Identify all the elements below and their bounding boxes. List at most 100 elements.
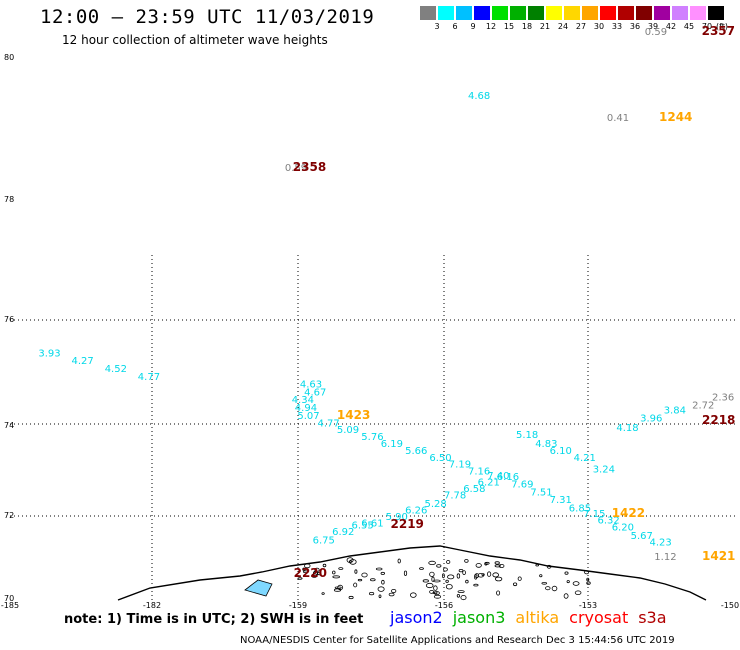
wave-height-value: 4.83 bbox=[535, 439, 557, 450]
legend-swatch bbox=[546, 6, 562, 20]
lake-outline bbox=[572, 581, 580, 586]
satellite-cryosat: cryosat bbox=[569, 608, 629, 627]
low-wave-height-value: 1.12 bbox=[654, 552, 676, 563]
wave-height-value: 4.63 bbox=[300, 380, 322, 391]
lake-outline bbox=[546, 564, 552, 569]
wave-height-value: 4.94 bbox=[295, 403, 317, 414]
pass-time-label: 2219 bbox=[391, 517, 424, 531]
longitude-label: -156 bbox=[435, 601, 453, 610]
wave-height-value: 5.07 bbox=[297, 411, 319, 422]
axis-labels: 80 78 76 74 72 70-185 -182 -159 -156 -153 -150 bbox=[1, 53, 739, 610]
wave-height-value: 6.85 bbox=[569, 503, 591, 514]
lake-outline bbox=[432, 591, 438, 595]
lake-outline bbox=[551, 585, 558, 592]
lake-outline bbox=[445, 579, 449, 583]
low-wave-height-value: 0.59 bbox=[285, 163, 307, 174]
pass-time-label: 1423 bbox=[337, 408, 370, 422]
wave-height-value: 6.32 bbox=[598, 516, 620, 527]
legend-swatch bbox=[654, 6, 670, 20]
legend-tick: 6 bbox=[452, 22, 458, 31]
wave-height-value: 4.18 bbox=[616, 423, 638, 434]
lake-outline bbox=[457, 590, 465, 593]
legend-swatch bbox=[420, 6, 436, 20]
lake-outline bbox=[475, 563, 482, 568]
lake-outline bbox=[380, 571, 385, 575]
wave-height-value: 4.23 bbox=[650, 537, 672, 548]
legend-swatch bbox=[528, 6, 544, 20]
lake-outline bbox=[535, 564, 539, 567]
low-wave-height-value: 0.41 bbox=[607, 113, 629, 124]
legend-swatch bbox=[564, 6, 580, 20]
lake-outline bbox=[446, 560, 451, 565]
lake-outline bbox=[433, 585, 438, 591]
satellite-legend: jason2 jason3 altika cryosat s3a bbox=[390, 608, 677, 627]
wave-height-value: 3.84 bbox=[664, 406, 686, 417]
wave-height-value: 4.52 bbox=[105, 364, 127, 375]
legend-tick: 18 bbox=[521, 22, 533, 31]
lake-outline bbox=[545, 586, 551, 591]
lake-outline bbox=[388, 592, 395, 597]
lake-outline bbox=[586, 581, 591, 585]
lake-outline bbox=[494, 564, 501, 568]
lake-outline bbox=[378, 594, 382, 599]
latitude-label: 78 bbox=[4, 195, 14, 204]
lake-outline bbox=[377, 586, 385, 592]
latitude-label: 76 bbox=[4, 315, 14, 324]
lake-outline bbox=[433, 591, 440, 596]
lake-outline bbox=[462, 570, 466, 575]
wave-height-value: 6.50 bbox=[429, 453, 451, 464]
pass-time-label: 2218 bbox=[702, 413, 735, 427]
satellite-altika: altika bbox=[515, 608, 560, 627]
wave-height-value: 7.19 bbox=[449, 460, 471, 471]
pass-time-label: 1244 bbox=[659, 110, 692, 124]
low-wave-height-value: 2.36 bbox=[712, 393, 734, 404]
lake-outline bbox=[563, 593, 569, 599]
wave-height-value: 4.27 bbox=[72, 356, 94, 367]
low-wave-height-value: 2.72 bbox=[692, 400, 714, 411]
latitude-label: 74 bbox=[4, 421, 14, 430]
legend-swatch bbox=[474, 6, 490, 20]
wave-height-value: 4.67 bbox=[304, 387, 326, 398]
lake-outline bbox=[441, 573, 445, 579]
lake-outline bbox=[419, 567, 424, 570]
lake-outline bbox=[584, 570, 590, 575]
lake-outline bbox=[481, 573, 485, 576]
longitude-label: -185 bbox=[1, 601, 19, 610]
pass-time-label: 1421 bbox=[702, 549, 735, 563]
satellite-jason3: jason3 bbox=[452, 608, 506, 627]
legend-swatch bbox=[636, 6, 652, 20]
lake-outline bbox=[297, 577, 303, 580]
wave-height-value: 7.40 bbox=[487, 471, 509, 482]
lake-outline bbox=[456, 573, 461, 579]
legend-tick: 21 bbox=[539, 22, 551, 31]
wave-height-value: 7.16 bbox=[468, 467, 490, 478]
lake-outline bbox=[433, 579, 441, 583]
wave-height-value: 6.21 bbox=[478, 478, 500, 489]
lake-outline bbox=[539, 574, 543, 578]
legend-swatch bbox=[618, 6, 634, 20]
latitude-label: 80 bbox=[4, 53, 14, 62]
wave-height-value: 6.20 bbox=[612, 523, 634, 534]
legend-tick: 42 bbox=[665, 22, 677, 31]
lake-outline bbox=[566, 580, 570, 584]
legend-tick: 36 bbox=[629, 22, 641, 31]
wave-height-value: 6.55 bbox=[352, 521, 374, 532]
lake-outline bbox=[338, 567, 344, 570]
lake-outline bbox=[348, 595, 354, 600]
legend-tick: 30 bbox=[593, 22, 605, 31]
pass-time-label: 1422 bbox=[612, 506, 645, 520]
lake-outline bbox=[332, 570, 336, 575]
lake-outline bbox=[458, 568, 464, 573]
lake-outline bbox=[445, 584, 453, 590]
coastline-path bbox=[117, 545, 707, 601]
legend-tick: 27 bbox=[575, 22, 587, 31]
units-note: note: 1) Time is in UTC; 2) SWH is in fe… bbox=[64, 612, 364, 627]
wave-height-value: 5.28 bbox=[425, 499, 447, 510]
low-wave-height-value: 0.59 bbox=[645, 27, 667, 38]
lake-outline bbox=[586, 577, 590, 582]
lake-outline bbox=[486, 571, 492, 577]
lake-outline bbox=[564, 571, 569, 575]
lake-outline bbox=[460, 595, 467, 601]
lake-outline bbox=[541, 581, 548, 585]
satellite-jason2: jason2 bbox=[390, 608, 443, 627]
